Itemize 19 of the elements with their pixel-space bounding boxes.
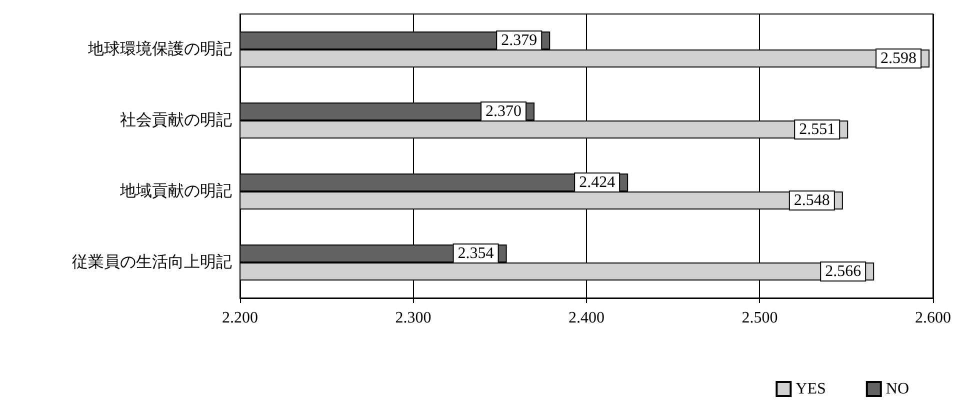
y-tick-label: 地球環境保護の明記	[87, 40, 232, 58]
data-label: 2.370	[486, 103, 522, 120]
x-tick-label: 2.600	[915, 310, 951, 326]
data-label: 2.551	[799, 121, 836, 138]
y-tick-label: 地域貢献の明記	[119, 182, 232, 200]
data-label: 2.354	[458, 245, 494, 262]
x-tick-label: 2.400	[568, 310, 604, 326]
data-label: 2.566	[825, 263, 862, 280]
data-label: 2.424	[579, 174, 616, 191]
y-tick-label: 従業員の生活向上明記	[72, 253, 232, 271]
data-label: 2.548	[794, 192, 830, 209]
data-label: 2.598	[880, 50, 917, 67]
x-tick-label: 2.200	[222, 310, 258, 326]
data-label: 2.379	[501, 32, 538, 49]
x-tick-label: 2.500	[742, 310, 778, 326]
legend-label: YES	[796, 380, 826, 398]
legend-label: NO	[886, 380, 909, 398]
y-tick-label: 社会貢献の明記	[120, 111, 232, 129]
x-tick-label: 2.300	[395, 310, 432, 326]
